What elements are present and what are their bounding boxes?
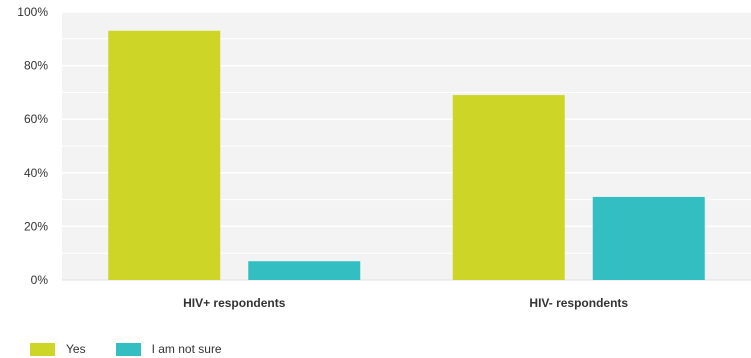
bar xyxy=(452,95,565,280)
bar xyxy=(108,30,221,281)
y-axis-ticks: 0% 20% 40% 60% 80% 100% xyxy=(17,5,48,287)
legend: Yes I am not sure xyxy=(30,342,252,356)
bars xyxy=(108,30,705,281)
x-axis-categories: HIV+ respondents HIV- respondents xyxy=(183,296,628,310)
legend-item-yes: Yes xyxy=(30,342,86,356)
y-tick-label: 80% xyxy=(24,59,48,73)
legend-swatch-yes xyxy=(30,342,55,356)
legend-item-not-sure: I am not sure xyxy=(115,342,222,356)
y-tick-label: 100% xyxy=(17,5,48,19)
y-tick-label: 60% xyxy=(24,112,48,126)
y-tick-label: 0% xyxy=(31,273,49,287)
legend-swatch-not-sure xyxy=(115,342,141,356)
legend-label-yes: Yes xyxy=(66,342,86,356)
y-tick-label: 20% xyxy=(24,219,48,233)
x-category-label: HIV+ respondents xyxy=(183,296,286,310)
bar xyxy=(592,196,705,280)
legend-label-not-sure: I am not sure xyxy=(151,342,222,356)
x-category-label: HIV- respondents xyxy=(529,296,628,310)
bar xyxy=(248,261,361,280)
y-tick-label: 40% xyxy=(24,166,48,180)
